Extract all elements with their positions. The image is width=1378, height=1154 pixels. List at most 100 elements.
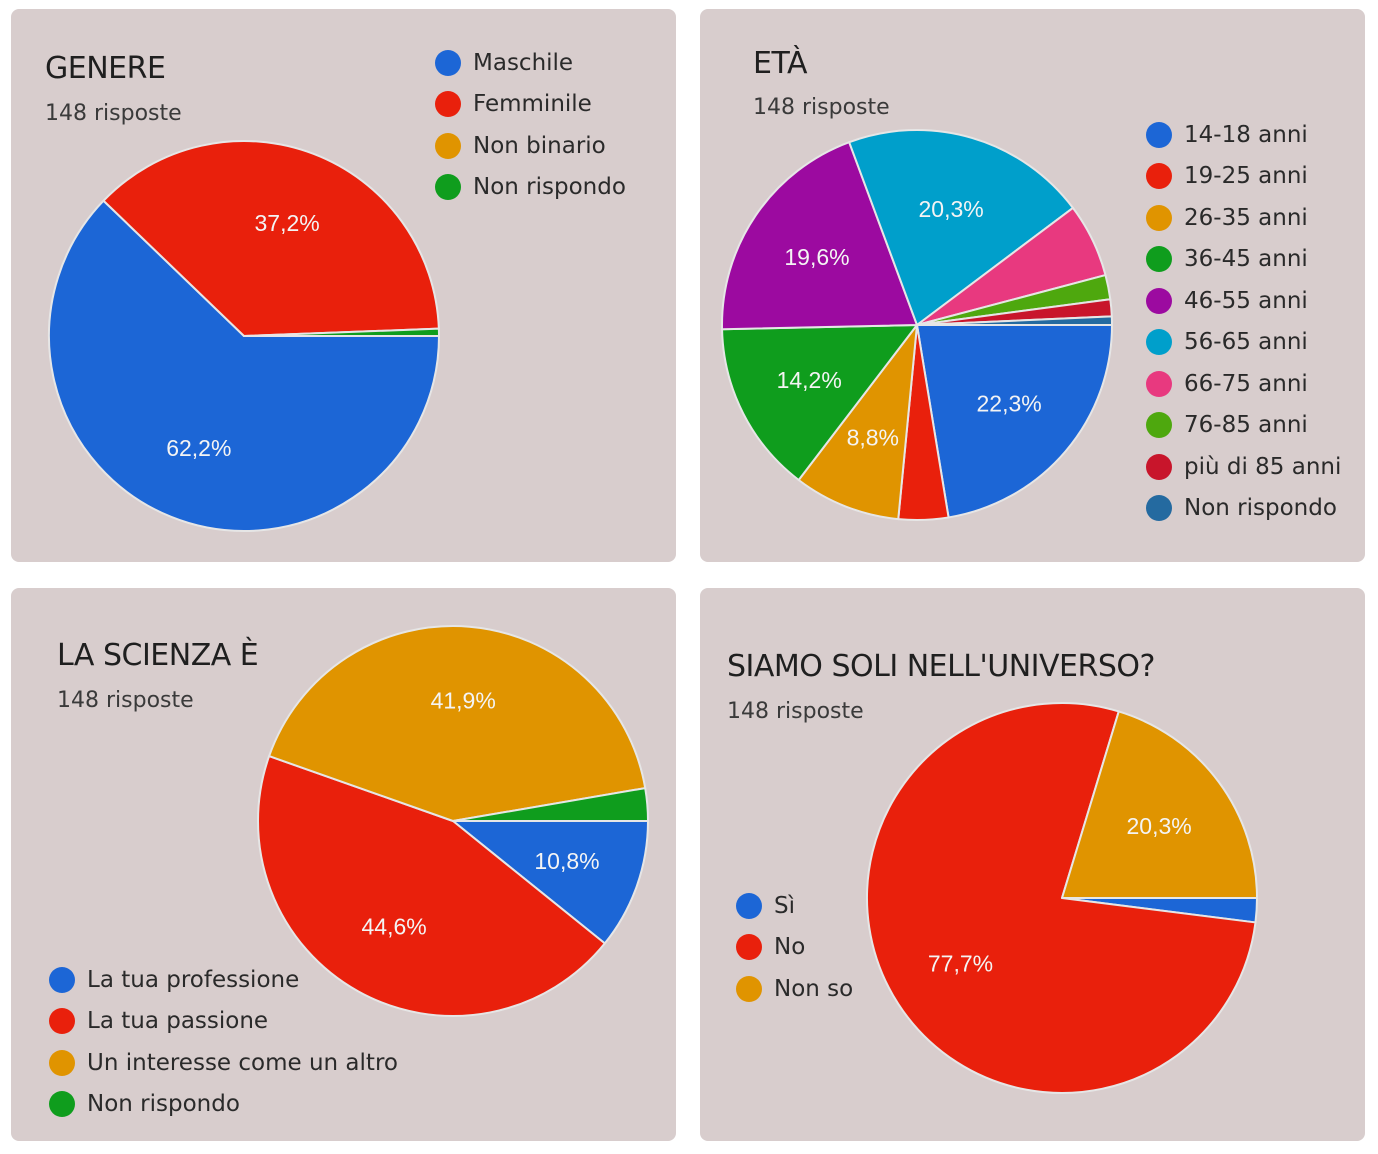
chart-subtitle: 148 risposte — [57, 688, 194, 713]
legend-swatch — [1146, 453, 1172, 480]
pie-slice-femminile — [102, 140, 440, 337]
legend-label: La tua professione — [87, 966, 300, 993]
legend-label: 19-25 anni — [1184, 163, 1308, 190]
legend-item-non-rispondo: Non rispondo — [1146, 488, 1341, 530]
chart-subtitle: 148 risposte — [727, 699, 864, 724]
chart-subtitle: 148 risposte — [753, 95, 890, 120]
legend-swatch — [435, 132, 461, 159]
legend-label: La tua passione — [87, 1008, 269, 1035]
legend-label: Non rispondo — [87, 1091, 240, 1118]
legend-siamo: Sì No Non so — [736, 885, 853, 1010]
legend-item-66-75-anni: 66-75 anni — [1146, 363, 1341, 405]
data-label-36-45-anni: 14,2% — [777, 367, 842, 393]
pie-slice-non-rispondo — [452, 787, 649, 822]
legend-swatch — [1146, 246, 1172, 273]
legend-label: Femminile — [473, 91, 592, 118]
legend-swatch — [49, 1049, 75, 1076]
legend-swatch — [1146, 121, 1172, 148]
pie-slice-la-tua-professione — [452, 820, 649, 945]
legend-item-26-35-anni: 26-35 anni — [1146, 197, 1341, 239]
legend-label: 56-65 anni — [1184, 329, 1308, 356]
legend-item-46-55-anni: 46-55 anni — [1146, 280, 1341, 322]
legend-item-non-binario: Non binario — [435, 125, 626, 167]
chart-title: LA SCIENZA È — [57, 638, 259, 673]
legend-label: 66-75 anni — [1184, 370, 1308, 397]
pie-slice-46-55-anni — [721, 141, 918, 331]
legend-item-la-tua-passione: La tua passione — [49, 1001, 398, 1043]
chart-title: SIAMO SOLI NELL'UNIVERSO? — [727, 649, 1155, 684]
legend-eta: 14-18 anni 19-25 anni 26-35 anni 36-45 anni… — [1146, 114, 1341, 529]
chart-panel-scienza: LA SCIENZA È 148 risposte 10,8% 44,6% 41,9… — [11, 588, 676, 1141]
legend-label: 14-18 anni — [1184, 121, 1308, 148]
legend-item-non-rispondo: Non rispondo — [49, 1084, 398, 1126]
legend-item-non-rispondo: Non rispondo — [435, 167, 626, 209]
pie-slice-56-65-anni — [848, 129, 1074, 326]
legend-swatch — [1146, 163, 1172, 190]
legend-item-76-85-anni: 76-85 anni — [1146, 405, 1341, 447]
pie-slice-14-18-anni — [916, 324, 1113, 519]
chart-panel-genere: GENERE 148 risposte 62,2% 37,2% Maschile F… — [11, 9, 676, 562]
legend-item-no: No — [736, 927, 853, 969]
pie-chart-scienza: 10,8% 44,6% 41,9% — [257, 625, 649, 1017]
pie-slice-non-rispondo — [243, 327, 440, 337]
legend-item-14-18-anni: 14-18 anni — [1146, 114, 1341, 156]
data-label-26-35-anni: 8,8% — [847, 425, 899, 451]
legend-swatch — [435, 49, 461, 76]
legend-item-si: Sì — [736, 885, 853, 927]
data-label-femminile: 37,2% — [254, 210, 319, 236]
legend-label: 76-85 anni — [1184, 412, 1308, 439]
legend-label: Sì — [774, 892, 795, 919]
legend-label: Un interesse come un altro — [87, 1049, 398, 1076]
legend-swatch — [435, 91, 461, 118]
data-label-56-65-anni: 20,3% — [918, 196, 983, 222]
legend-swatch — [1146, 287, 1172, 314]
legend-item-la-tua-professione: La tua professione — [49, 959, 398, 1001]
data-label-14-18-anni: 22,3% — [976, 390, 1041, 416]
legend-item-un-interesse-come-un-altro: Un interesse come un altro — [49, 1042, 398, 1084]
pie-slice-non-so — [1061, 710, 1258, 899]
chart-subtitle: 148 risposte — [45, 101, 182, 126]
pie-slice-un-interesse-come-un-altro — [268, 625, 647, 822]
legend-item-19-25-anni: 19-25 anni — [1146, 156, 1341, 198]
legend-label: Non so — [774, 975, 854, 1002]
data-label-la-tua-professione: 10,8% — [534, 848, 599, 874]
legend-genere: Maschile Femminile Non binario Non rispondo — [435, 42, 626, 208]
legend-swatch — [49, 1091, 75, 1118]
data-label-46-55-anni: 19,6% — [784, 244, 849, 270]
pie-slice-maschile — [48, 199, 440, 532]
legend-label: 46-55 anni — [1184, 287, 1308, 314]
legend-swatch — [1146, 370, 1172, 397]
legend-label: Non rispondo — [1184, 495, 1337, 522]
legend-item-piu-di-85-anni: più di 85 anni — [1146, 446, 1341, 488]
legend-swatch — [1146, 329, 1172, 356]
chart-panel-eta: ETÀ 148 risposte 22,3% 8,8% 14,2% 19,6% 20,3… — [700, 9, 1365, 562]
pie-chart-genere: 62,2% 37,2% — [48, 140, 440, 532]
legend-label: Maschile — [473, 49, 574, 76]
legend-item-maschile: Maschile — [435, 42, 626, 84]
legend-item-femminile: Femminile — [435, 84, 626, 126]
legend-swatch — [1146, 204, 1172, 231]
legend-item-non-so: Non so — [736, 968, 853, 1010]
chart-title: ETÀ — [753, 46, 807, 81]
legend-swatch — [736, 892, 762, 919]
legend-swatch — [736, 975, 762, 1002]
pie-slice-non-rispondo — [916, 315, 1114, 326]
legend-swatch — [736, 934, 762, 961]
data-label-no: 77,7% — [928, 951, 993, 977]
legend-swatch — [435, 174, 461, 201]
legend-item-36-45-anni: 36-45 anni — [1146, 239, 1341, 281]
chart-title: GENERE — [45, 51, 166, 86]
data-label-la-tua-passione: 44,6% — [361, 914, 426, 940]
legend-swatch — [1146, 495, 1172, 522]
legend-label: più di 85 anni — [1184, 453, 1342, 480]
pie-chart-eta: 22,3% 8,8% 14,2% 19,6% 20,3% — [721, 129, 1114, 521]
pie-slice-36-45-anni — [721, 324, 918, 481]
legend-swatch — [49, 1008, 75, 1035]
legend-scienza: La tua professione La tua passione Un inte… — [49, 959, 398, 1125]
data-label-un-interesse-come-un-altro: 41,9% — [431, 688, 496, 714]
legend-item-56-65-anni: 56-65 anni — [1146, 322, 1341, 364]
data-label-non-so: 20,3% — [1126, 813, 1191, 839]
legend-label: No — [774, 934, 806, 961]
pie-slice-la-tua-passione — [257, 755, 606, 1017]
pie-slice-26-35-anni — [797, 324, 918, 521]
